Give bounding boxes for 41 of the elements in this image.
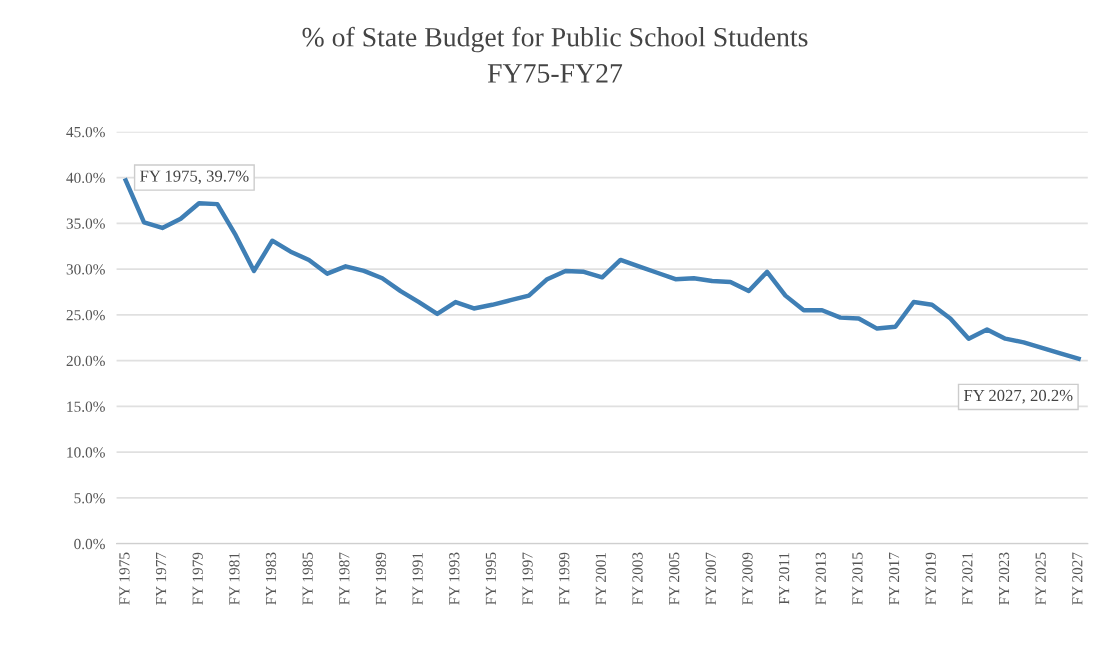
y-tick-label: 0.0% [74,538,105,550]
annotation: FY 2027, 20.2% [964,389,1073,404]
y-tick-label: 45.0% [66,126,105,138]
y-tick-label: 25.0% [66,310,105,321]
x-tick-label: FY 1983 [265,552,277,605]
x-tick-label: FY 2001 [595,552,606,605]
x-tick-label: FY 1999 [559,552,570,605]
x-tick-label: FY 2015 [852,552,863,605]
y-tick-label: 15.0% [67,401,105,412]
x-tick-label: FY 1993 [449,552,460,605]
x-tick-label: FY 2009 [742,552,753,605]
x-tick-label: FY 2005 [668,552,680,605]
x-tick-label: FY 2023 [998,552,1010,605]
y-tick-label: 20.0% [66,355,105,367]
x-tick-label: FY 2025 [1035,552,1046,605]
x-tick-label: FY 2021 [962,552,973,605]
annotation: FY 1975, 39.7% [140,170,249,185]
x-tick-label: FY 1985 [302,552,313,605]
chart-subtitle: FY75-FY27 [487,64,623,83]
x-tick-label: FY 2007 [705,552,716,605]
x-tick-label: FY 1975 [119,552,130,605]
y-tick-label: 10.0% [67,447,105,458]
y-tick-label: 40.0% [66,172,105,184]
x-tick-label: FY 2013 [815,552,826,605]
x-tick-label: FY 1977 [155,552,167,605]
x-tick-label: FY 2027 [1072,552,1083,605]
y-tick-label: 35.0% [66,218,105,229]
x-tick-label: FY 1987 [339,552,350,605]
x-tick-label: FY 1995 [485,552,497,605]
x-tick-label: FY 2003 [632,552,643,605]
x-tick-label: FY 1991 [412,552,423,605]
x-tick-label: FY 1989 [375,552,387,605]
y-tick-label: 30.0% [66,264,105,275]
x-tick-label: FY 1981 [229,552,240,605]
x-tick-label: FY 1979 [192,552,203,605]
x-tick-label: FY 2011 [778,552,790,605]
y-tick-label: 5.0% [74,493,105,504]
x-tick-label: FY 2019 [925,552,936,605]
x-tick-label: FY 2017 [888,552,900,605]
chart-title: % of State Budget for Public School Students [302,26,808,53]
x-tick-label: FY 1997 [522,552,533,605]
